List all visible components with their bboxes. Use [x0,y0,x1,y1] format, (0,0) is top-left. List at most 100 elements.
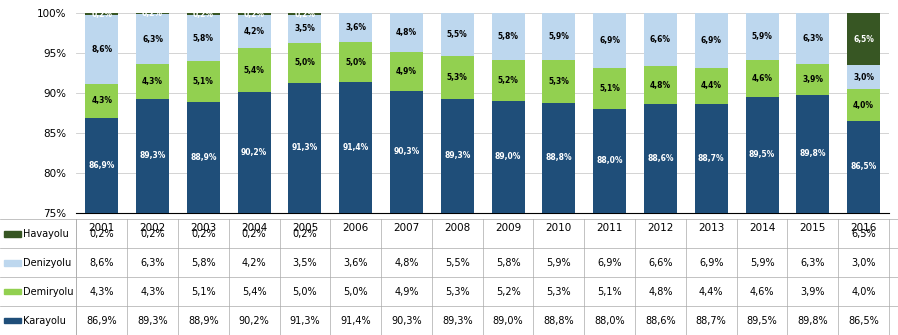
Bar [85,84,119,118]
Text: 6,3%: 6,3% [802,34,823,43]
Text: 90,3%: 90,3% [393,147,419,156]
Text: 3,0%: 3,0% [853,73,874,82]
Bar [187,102,220,213]
Bar [695,68,727,104]
Bar [847,65,880,89]
Bar [85,118,119,213]
Text: 88,6%: 88,6% [647,154,674,163]
Bar [491,60,524,101]
Text: 5,8%: 5,8% [193,34,214,43]
Bar [238,49,270,91]
Text: 89,5%: 89,5% [746,316,778,326]
Bar [4,289,21,294]
Bar [644,66,677,104]
Bar [339,42,372,82]
Bar [441,57,474,99]
Text: 5,5%: 5,5% [447,30,468,39]
Bar [594,109,626,213]
Bar [85,15,119,84]
Bar [491,13,524,60]
Text: 88,8%: 88,8% [546,153,572,162]
Text: 4,6%: 4,6% [750,287,774,297]
Bar [187,61,220,102]
Text: 3,5%: 3,5% [293,258,317,268]
Text: Karayolu: Karayolu [23,316,66,326]
Text: 91,4%: 91,4% [340,316,371,326]
Text: 3,6%: 3,6% [343,258,368,268]
Text: 5,5%: 5,5% [445,258,470,268]
Bar [4,231,21,237]
Text: 5,3%: 5,3% [447,73,468,82]
Bar [238,91,270,213]
Bar [441,13,474,57]
Bar [4,318,21,323]
Bar [136,99,169,213]
Bar [644,13,677,66]
Text: 3,6%: 3,6% [345,23,366,32]
Text: 90,3%: 90,3% [392,316,422,326]
Bar [390,52,423,91]
Bar [441,99,474,213]
Text: 89,0%: 89,0% [493,316,524,326]
Text: 5,2%: 5,2% [496,287,521,297]
Text: 5,0%: 5,0% [345,58,366,67]
Text: 4,8%: 4,8% [648,287,673,297]
Bar [390,91,423,213]
Text: 6,6%: 6,6% [650,35,671,44]
Bar [288,83,321,213]
Text: 5,4%: 5,4% [243,66,265,74]
Bar [594,68,626,109]
Text: 6,5%: 6,5% [851,229,876,239]
Bar [542,60,576,103]
Text: 91,4%: 91,4% [342,143,369,152]
Text: 88,8%: 88,8% [543,316,574,326]
Text: 4,2%: 4,2% [242,258,267,268]
Text: 5,3%: 5,3% [547,287,571,297]
Text: 5,9%: 5,9% [752,32,772,42]
Text: 4,4%: 4,4% [700,81,722,90]
Text: 88,7%: 88,7% [696,316,726,326]
Text: 5,2%: 5,2% [497,76,518,85]
Text: 3,9%: 3,9% [802,75,823,84]
Text: 5,0%: 5,0% [295,58,315,67]
Text: 89,3%: 89,3% [445,151,471,160]
Text: 5,8%: 5,8% [496,258,520,268]
Text: 0,2%: 0,2% [242,229,267,239]
Text: 6,3%: 6,3% [140,258,164,268]
Text: 6,9%: 6,9% [699,258,724,268]
Text: 8,6%: 8,6% [92,45,112,54]
Bar [797,13,830,64]
Bar [390,13,423,52]
Text: 88,7%: 88,7% [698,154,725,163]
Text: 91,3%: 91,3% [289,316,321,326]
Text: 89,3%: 89,3% [442,316,472,326]
Bar [136,13,169,14]
Text: 5,9%: 5,9% [549,32,569,42]
Bar [187,13,220,15]
Bar [288,13,321,15]
Text: 5,9%: 5,9% [547,258,571,268]
Text: 6,9%: 6,9% [597,258,622,268]
Text: 3,0%: 3,0% [851,258,876,268]
Text: 88,9%: 88,9% [188,316,218,326]
Bar [238,13,270,15]
Bar [797,95,830,213]
Text: 88,0%: 88,0% [596,156,623,165]
Bar [745,13,779,60]
Text: 5,3%: 5,3% [549,77,569,86]
Text: 5,4%: 5,4% [242,287,267,297]
Text: 4,9%: 4,9% [396,67,417,76]
Text: Havayolu: Havayolu [23,229,69,239]
Text: 89,8%: 89,8% [797,316,828,326]
Text: 0,2%: 0,2% [295,10,315,19]
Bar [187,15,220,61]
Text: 4,9%: 4,9% [394,287,418,297]
Text: 5,1%: 5,1% [191,287,216,297]
Text: 6,9%: 6,9% [700,37,722,46]
Bar [695,13,727,68]
Text: 86,9%: 86,9% [89,161,115,170]
Bar [594,13,626,68]
Bar [136,64,169,99]
Text: 90,2%: 90,2% [241,148,268,157]
Text: 4,8%: 4,8% [650,81,671,90]
